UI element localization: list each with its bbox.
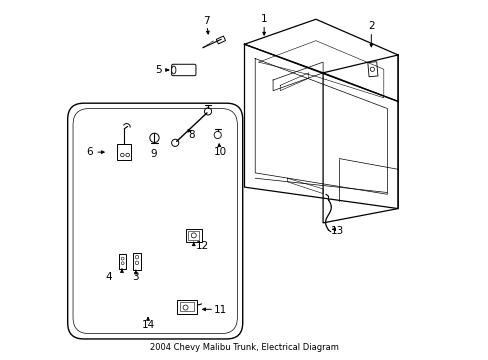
Bar	[216, 36, 225, 44]
Text: 4: 4	[105, 272, 112, 282]
Text: 1: 1	[260, 14, 267, 24]
Text: 14: 14	[141, 320, 154, 330]
Text: 10: 10	[213, 147, 226, 157]
Bar	[133, 253, 141, 270]
Bar	[117, 144, 131, 160]
Bar	[177, 300, 197, 314]
Text: 9: 9	[150, 149, 157, 159]
FancyBboxPatch shape	[171, 64, 196, 76]
Bar	[188, 231, 199, 240]
Ellipse shape	[171, 66, 176, 74]
Bar	[367, 62, 377, 77]
Text: 5: 5	[155, 65, 162, 75]
Text: 6: 6	[85, 147, 92, 157]
Text: 12: 12	[196, 241, 209, 251]
Text: 3: 3	[132, 272, 139, 282]
Bar	[119, 254, 125, 269]
Bar	[185, 229, 201, 242]
Text: 2: 2	[367, 21, 374, 31]
Text: 7: 7	[203, 16, 209, 26]
Bar	[180, 302, 194, 311]
Text: 8: 8	[188, 130, 195, 140]
Text: 11: 11	[213, 305, 226, 315]
Text: 2004 Chevy Malibu Trunk, Electrical Diagram: 2004 Chevy Malibu Trunk, Electrical Diag…	[150, 343, 338, 352]
Text: 13: 13	[330, 226, 343, 236]
